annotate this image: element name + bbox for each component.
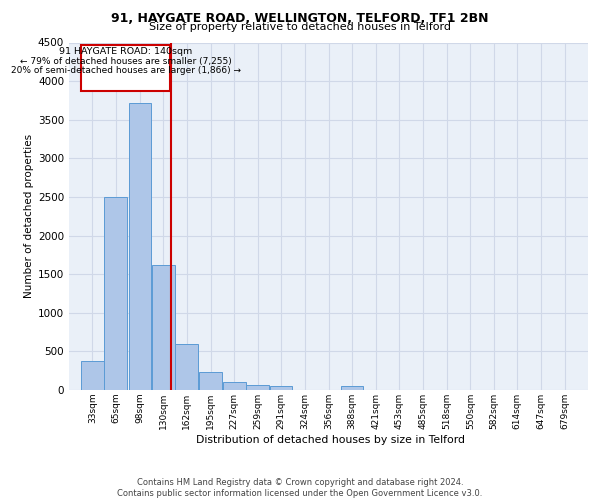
Y-axis label: Number of detached properties: Number of detached properties bbox=[24, 134, 34, 298]
Text: 91 HAYGATE ROAD: 140sqm: 91 HAYGATE ROAD: 140sqm bbox=[59, 47, 192, 56]
FancyBboxPatch shape bbox=[82, 45, 170, 91]
Text: Contains HM Land Registry data © Crown copyright and database right 2024.
Contai: Contains HM Land Registry data © Crown c… bbox=[118, 478, 482, 498]
Bar bbox=[128, 102, 151, 390]
Text: Size of property relative to detached houses in Telford: Size of property relative to detached ho… bbox=[149, 22, 451, 32]
Text: Distribution of detached houses by size in Telford: Distribution of detached houses by size … bbox=[196, 435, 464, 445]
Bar bbox=[341, 386, 363, 390]
Bar bbox=[246, 384, 269, 390]
Bar bbox=[81, 362, 104, 390]
Text: 91, HAYGATE ROAD, WELLINGTON, TELFORD, TF1 2BN: 91, HAYGATE ROAD, WELLINGTON, TELFORD, T… bbox=[111, 12, 489, 26]
Bar bbox=[199, 372, 222, 390]
Bar bbox=[152, 265, 175, 390]
Text: 20% of semi-detached houses are larger (1,866) →: 20% of semi-detached houses are larger (… bbox=[11, 66, 241, 76]
Text: ← 79% of detached houses are smaller (7,255): ← 79% of detached houses are smaller (7,… bbox=[20, 57, 232, 66]
Bar bbox=[223, 382, 245, 390]
Bar bbox=[175, 344, 198, 390]
Bar bbox=[269, 386, 292, 390]
Bar bbox=[104, 197, 127, 390]
